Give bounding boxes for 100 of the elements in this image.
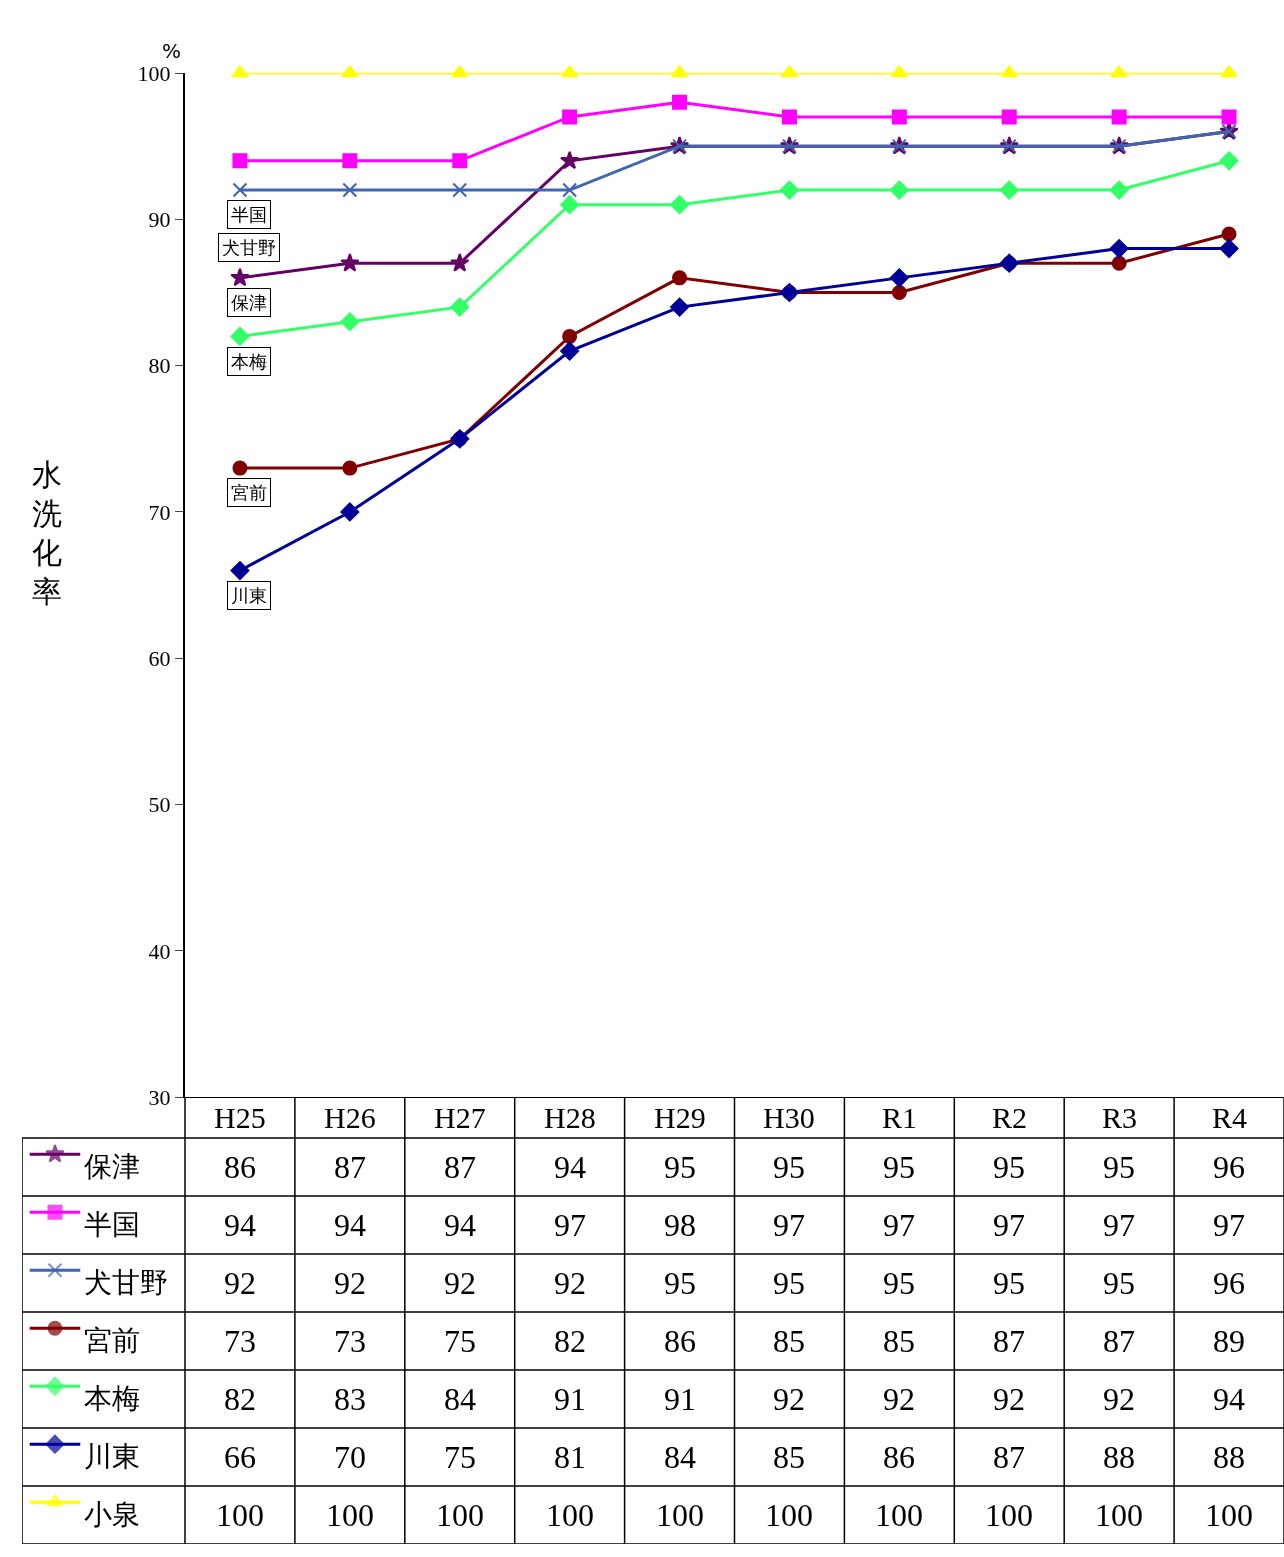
data-label: 97	[773, 1207, 805, 1243]
data-label: 96	[1213, 1265, 1245, 1301]
y-tick-label: 90	[148, 207, 171, 233]
data-label: 81	[554, 1439, 586, 1475]
data-label: 92	[224, 1265, 256, 1301]
data-label: 97	[1213, 1207, 1245, 1243]
legend-label: 保津	[84, 1150, 140, 1183]
data-label: 97	[883, 1207, 915, 1243]
data-label: 94	[1213, 1381, 1245, 1417]
data-label: 92	[444, 1265, 476, 1301]
data-label: 95	[883, 1265, 915, 1301]
data-label: 87	[1103, 1323, 1135, 1359]
data-label: 85	[773, 1439, 805, 1475]
data-label: 92	[773, 1381, 805, 1417]
text: 半国	[231, 204, 267, 225]
data-label: 100	[436, 1497, 484, 1533]
data-label: 100	[546, 1497, 594, 1533]
x-tick-label: R2	[992, 1101, 1028, 1134]
legend-label: 半国	[84, 1208, 140, 1241]
data-label: 100	[1205, 1497, 1253, 1533]
data-label: 83	[334, 1381, 366, 1417]
data-label: 85	[773, 1323, 805, 1359]
data-label: 100	[656, 1497, 704, 1533]
data-label: 97	[993, 1207, 1025, 1243]
data-label: 100	[765, 1497, 813, 1533]
data-label: 100	[216, 1497, 264, 1533]
data-label: 82	[224, 1381, 256, 1417]
data-label: 66	[224, 1439, 256, 1475]
x-tick-label: H26	[324, 1101, 376, 1134]
data-label: 95	[1103, 1149, 1135, 1185]
data-label: 98	[664, 1207, 696, 1243]
data-label: 100	[985, 1497, 1033, 1533]
x-tick-label: R1	[882, 1101, 918, 1134]
data-label: 97	[554, 1207, 586, 1243]
y-tick-label: 100	[137, 60, 171, 86]
data-label: 84	[444, 1381, 476, 1417]
data-label: 95	[664, 1149, 696, 1185]
data-label: 100	[326, 1497, 374, 1533]
x-tick-label: H29	[654, 1101, 706, 1134]
data-label: 87	[993, 1323, 1025, 1359]
y-axis-title: 水洗化率	[32, 457, 62, 609]
text: 保津	[231, 292, 267, 313]
data-label: 92	[334, 1265, 366, 1301]
data-label: 73	[224, 1323, 256, 1359]
x-tick-label: H27	[434, 1101, 486, 1134]
x-tick-label: H30	[763, 1101, 815, 1134]
data-label: 95	[993, 1265, 1025, 1301]
data-label: 85	[883, 1323, 915, 1359]
data-label: 97	[1103, 1207, 1135, 1243]
text: 本梅	[231, 351, 267, 372]
data-label: 75	[444, 1439, 476, 1475]
data-label: 96	[1213, 1149, 1245, 1185]
data-label: 86	[883, 1439, 915, 1475]
text: %	[162, 39, 182, 63]
x-tick-label: H28	[544, 1101, 596, 1134]
data-label: 75	[444, 1323, 476, 1359]
data-label: 82	[554, 1323, 586, 1359]
data-label: 73	[334, 1323, 366, 1359]
x-tick-label: H25	[214, 1101, 266, 1134]
data-label: 87	[334, 1149, 366, 1185]
legend-label: 川東	[84, 1440, 140, 1473]
data-label: 95	[883, 1149, 915, 1185]
data-label: 86	[224, 1149, 256, 1185]
data-label: 100	[875, 1497, 923, 1533]
y-tick-label: 50	[148, 792, 171, 818]
y-tick-label: 70	[148, 499, 171, 525]
y-tick-label: 40	[148, 938, 171, 964]
data-label: 88	[1213, 1439, 1245, 1475]
y-tick-label: 60	[148, 646, 171, 672]
data-label: 92	[883, 1381, 915, 1417]
legend-label: 犬甘野	[84, 1266, 168, 1299]
data-label: 70	[334, 1439, 366, 1475]
data-label: 86	[664, 1323, 696, 1359]
y-tick-label: 80	[148, 353, 171, 379]
text: 川東	[231, 585, 267, 606]
data-label: 92	[554, 1265, 586, 1301]
legend-label: 小泉	[84, 1498, 140, 1531]
data-label: 92	[993, 1381, 1025, 1417]
text: 宮前	[231, 482, 267, 503]
data-label: 95	[1103, 1265, 1135, 1301]
data-label: 94	[444, 1207, 476, 1243]
data-label: 87	[993, 1439, 1025, 1475]
data-label: 91	[664, 1381, 696, 1417]
legend-label: 宮前	[84, 1324, 140, 1357]
data-label: 84	[664, 1439, 696, 1475]
data-label: 94	[334, 1207, 366, 1243]
x-tick-label: R3	[1102, 1101, 1138, 1134]
data-label: 95	[993, 1149, 1025, 1185]
data-label: 89	[1213, 1323, 1245, 1359]
data-label: 100	[1095, 1497, 1143, 1533]
data-label: 88	[1103, 1439, 1135, 1475]
text: 犬甘野	[222, 237, 276, 258]
legend-label: 本梅	[84, 1382, 140, 1415]
data-label: 94	[554, 1149, 586, 1185]
data-label: 95	[664, 1265, 696, 1301]
data-label: 95	[773, 1149, 805, 1185]
y-tick-label: 30	[148, 1084, 171, 1110]
data-label: 94	[224, 1207, 256, 1243]
x-tick-label: R4	[1212, 1101, 1248, 1134]
data-label: 95	[773, 1265, 805, 1301]
